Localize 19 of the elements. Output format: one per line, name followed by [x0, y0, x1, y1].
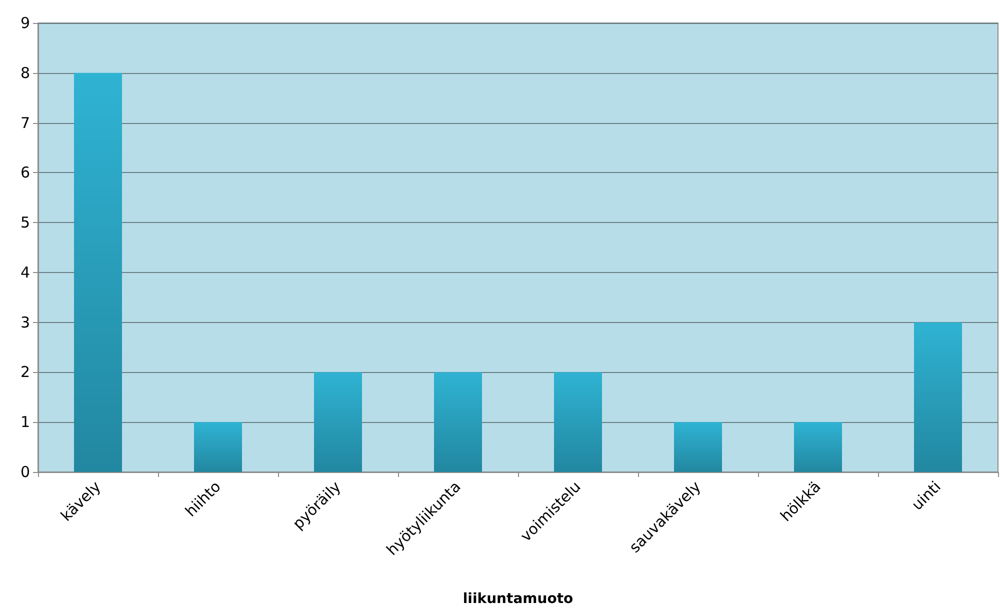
bar	[194, 422, 242, 472]
bar	[674, 422, 722, 472]
y-tick-label: 5	[20, 214, 30, 232]
y-tick-label: 2	[20, 363, 30, 382]
bar	[554, 372, 602, 472]
y-tick-label: 9	[20, 14, 30, 32]
bar	[74, 72, 122, 472]
y-tick-label: 0	[20, 463, 30, 481]
y-tick-label: 1	[20, 413, 30, 432]
y-tick-label: 6	[20, 164, 30, 182]
bar	[914, 322, 962, 472]
bar	[434, 372, 482, 472]
y-tick-label: 3	[20, 313, 30, 332]
y-tick-label: 8	[20, 64, 30, 82]
bar	[794, 422, 842, 472]
bar	[314, 372, 362, 472]
x-axis-title: liikuntamuoto	[462, 591, 574, 607]
y-tick-label: 7	[20, 114, 30, 132]
y-tick-label: 4	[20, 263, 30, 282]
